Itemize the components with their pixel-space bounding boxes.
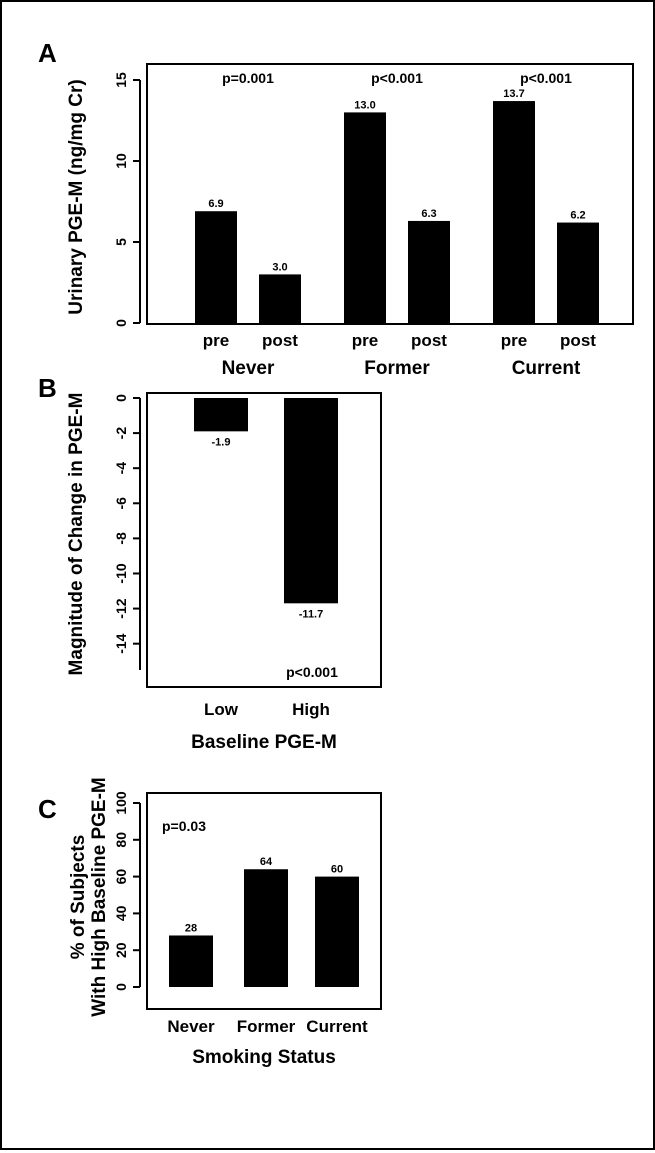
panel-b-y-ticks: 0 -2 -4 -6 -8 -10 -12 -14 bbox=[113, 394, 140, 654]
panel-a-bars: 6.9 pre 3.0 post Never p=0.001 13.0 pre 6.3 post F… bbox=[195, 70, 599, 379]
panel-b-label: B bbox=[38, 373, 57, 403]
panel-a-bar-never-post bbox=[259, 274, 301, 323]
panel-a-value-label: 6.3 bbox=[421, 208, 436, 220]
panel-a-bar-label: pre bbox=[352, 331, 378, 350]
panel-a-y-tick-label-0: 0 bbox=[113, 319, 129, 327]
panel-a-bar-never-pre bbox=[195, 211, 237, 323]
panel-a-pvalue-current: p<0.001 bbox=[520, 70, 572, 86]
panel-a-group-label-former: Former bbox=[364, 358, 430, 379]
panel-b-category-label-low: Low bbox=[204, 700, 239, 719]
panel-b-bar-high bbox=[284, 398, 338, 604]
panel-a: A 0 5 10 15 Urinary PGE-M (ng/mg Cr) 6.9 pre… bbox=[38, 38, 634, 379]
panel-b-y-tick-label-3: -6 bbox=[113, 497, 129, 510]
panel-b-bar-low bbox=[194, 398, 248, 432]
panel-c-y-tick-label-5: 100 bbox=[113, 791, 129, 815]
panel-b-bars: -1.9 Low -11.7 High bbox=[194, 398, 338, 719]
panel-a-group-label-current: Current bbox=[512, 358, 581, 379]
panel-a-value-label: 6.2 bbox=[570, 210, 585, 222]
panel-b-category-label-high: High bbox=[292, 700, 330, 719]
panel-b-y-tick-label-0: 0 bbox=[113, 394, 129, 402]
panel-c-y-tick-label-1: 20 bbox=[113, 942, 129, 958]
panel-a-value-label: 3.0 bbox=[272, 261, 287, 273]
panel-c-bars: 28 Never 64 Former 60 Current bbox=[167, 856, 368, 1036]
panel-c-y-tick-label-0: 0 bbox=[113, 983, 129, 991]
panel-c: C 0 20 40 60 80 100 % of Subjects With High B… bbox=[38, 777, 382, 1068]
panel-a-value-label: 13.7 bbox=[503, 88, 524, 100]
panel-c-value-label: 28 bbox=[185, 922, 197, 934]
panel-c-x-axis-label: Smoking Status bbox=[192, 1047, 336, 1068]
panel-c-value-label: 60 bbox=[331, 864, 343, 876]
panel-a-bar-former-pre bbox=[344, 112, 386, 324]
panel-a-bar-label: pre bbox=[203, 331, 229, 350]
panel-a-y-tick-label-2: 10 bbox=[113, 153, 129, 169]
panel-b-value-label: -11.7 bbox=[299, 608, 323, 620]
panel-c-bar-current bbox=[315, 876, 359, 987]
panel-c-label: C bbox=[38, 794, 57, 824]
panel-a-y-ticks: 0 5 10 15 bbox=[113, 72, 140, 327]
panel-b-y-tick-label-6: -12 bbox=[113, 598, 129, 618]
panel-b-y-tick-label-4: -8 bbox=[113, 532, 129, 545]
panel-b-plot-frame bbox=[146, 392, 382, 688]
panel-a-group-label-never: Never bbox=[222, 358, 275, 379]
panel-c-y-axis-label-line2: With High Baseline PGE-M bbox=[89, 777, 110, 1016]
panel-b-y-axis-label: Magnitude of Change in PGE-M bbox=[66, 393, 87, 676]
panel-c-value-label: 64 bbox=[260, 856, 273, 868]
panel-a-pvalue-never: p=0.001 bbox=[222, 70, 274, 86]
panel-a-bar-label: post bbox=[262, 331, 298, 350]
panel-c-category-label-current: Current bbox=[306, 1017, 368, 1036]
panel-a-pvalue-former: p<0.001 bbox=[371, 70, 423, 86]
panel-c-y-tick-label-3: 60 bbox=[113, 869, 129, 885]
panel-c-pvalue: p=0.03 bbox=[162, 818, 206, 834]
panel-a-y-tick-label-3: 15 bbox=[113, 72, 129, 88]
panel-a-y-tick-label-1: 5 bbox=[113, 238, 129, 246]
panel-b-value-label: -1.9 bbox=[212, 436, 231, 448]
panel-a-plot-frame bbox=[146, 63, 634, 325]
panel-c-category-label-never: Never bbox=[167, 1017, 215, 1036]
panel-a-bar-former-post bbox=[408, 220, 450, 323]
panel-b-x-axis-label: Baseline PGE-M bbox=[191, 732, 337, 753]
panel-a-bar-label: pre bbox=[501, 331, 527, 350]
panel-b-pvalue: p<0.001 bbox=[286, 664, 338, 680]
panel-b: B 0 -2 -4 -6 -8 -10 -12 -14 Magnitude of Change… bbox=[38, 373, 382, 753]
panel-a-label: A bbox=[38, 38, 57, 68]
panel-a-value-label: 13.0 bbox=[354, 99, 375, 111]
panel-a-bar-label: post bbox=[560, 331, 596, 350]
panel-c-plot-frame bbox=[146, 792, 382, 1010]
panel-b-y-tick-label-1: -2 bbox=[113, 427, 129, 440]
panel-c-y-ticks: 0 20 40 60 80 100 bbox=[113, 791, 140, 991]
panel-a-y-axis-label: Urinary PGE-M (ng/mg Cr) bbox=[66, 79, 87, 314]
panel-c-category-label-former: Former bbox=[237, 1017, 296, 1036]
panel-a-bar-label: post bbox=[411, 331, 447, 350]
panel-b-y-tick-label-2: -4 bbox=[113, 462, 129, 475]
panel-c-bar-former bbox=[244, 869, 288, 987]
panel-b-y-tick-label-5: -10 bbox=[113, 563, 129, 583]
panel-a-value-label: 6.9 bbox=[208, 198, 223, 210]
panel-c-y-axis-label-line1: % of Subjects bbox=[68, 835, 89, 960]
panel-c-bar-never bbox=[169, 935, 213, 987]
panel-a-bar-current-pre bbox=[493, 101, 535, 323]
panel-c-y-tick-label-4: 80 bbox=[113, 832, 129, 848]
panel-a-bar-current-post bbox=[557, 222, 599, 323]
panel-c-y-tick-label-2: 40 bbox=[113, 905, 129, 921]
panel-b-y-tick-label-7: -14 bbox=[113, 633, 129, 653]
